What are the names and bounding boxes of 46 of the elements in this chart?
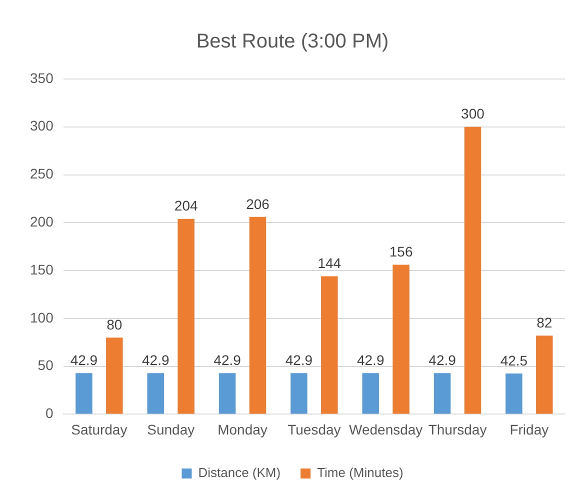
x-tick-label: Monday: [218, 421, 268, 438]
data-label: 156: [389, 244, 413, 260]
x-tick-label: Sunday: [147, 421, 195, 438]
data-label: 42.9: [285, 352, 313, 368]
x-tick-label: Friday: [510, 421, 549, 438]
bar: [506, 373, 522, 414]
bar: [290, 373, 308, 414]
bar: [218, 373, 236, 414]
y-tick-label: 0: [46, 405, 54, 422]
data-label: 206: [246, 196, 270, 212]
data-label: 42.9: [356, 352, 384, 368]
x-tick-label: Saturday: [71, 421, 128, 438]
bar: [434, 373, 451, 414]
bar: [106, 338, 123, 414]
data-label: 82: [536, 314, 552, 331]
legend-label: Distance (KM): [198, 465, 281, 480]
chart-title: Best Route (3:00 PM): [196, 30, 389, 53]
data-label: 42.9: [70, 352, 98, 368]
x-tick-label: Thursday: [428, 421, 487, 438]
y-tick-label: 150: [30, 261, 54, 278]
data-label: 80: [106, 316, 122, 332]
y-tick-label: 300: [30, 118, 54, 134]
legend-label: Time (Minutes): [317, 465, 404, 480]
data-label: 300: [461, 106, 485, 122]
y-tick-label: 200: [30, 214, 54, 230]
y-tick-label: 350: [30, 70, 54, 86]
bar: [464, 126, 482, 414]
y-tick-label: 250: [30, 166, 54, 182]
bar: [76, 373, 92, 414]
bar: [536, 336, 553, 414]
bar: [147, 373, 164, 414]
bar: [392, 264, 410, 414]
data-label: 42.9: [428, 352, 456, 368]
data-label: 204: [174, 198, 198, 214]
data-label: 42.9: [214, 352, 242, 368]
data-label: 42.9: [142, 352, 170, 368]
x-tick-label: Tuesday: [288, 421, 341, 438]
y-tick-label: 100: [30, 309, 54, 326]
bar: [362, 373, 379, 414]
y-tick-label: 50: [38, 357, 54, 374]
bar: [178, 218, 194, 414]
data-label: 144: [318, 255, 342, 272]
x-tick-label: Wedensday: [349, 421, 423, 438]
data-label: 42.5: [500, 352, 528, 368]
bar: [321, 276, 338, 414]
bar: [249, 216, 266, 414]
